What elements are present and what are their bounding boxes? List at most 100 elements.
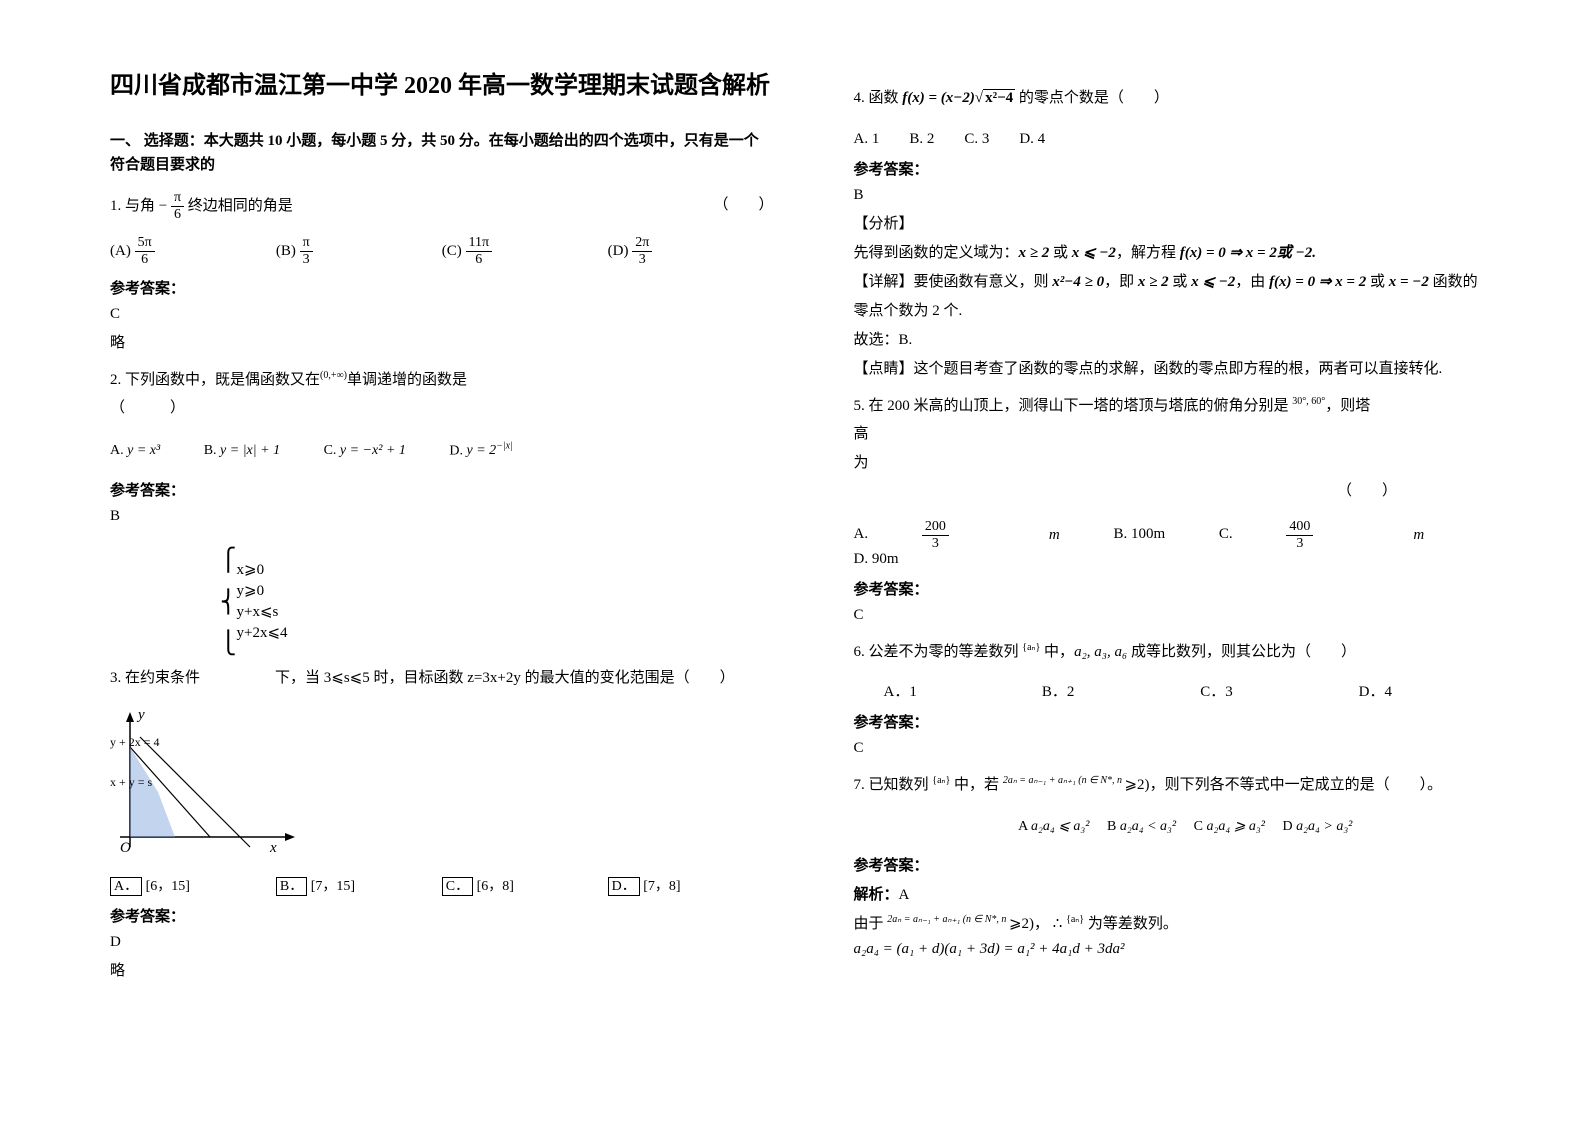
q4-fx: f(x) = (x−2) (902, 90, 975, 106)
q5-l2: 高 (854, 420, 1518, 449)
line1-label: y + 2x = 4 (110, 735, 160, 750)
q5-ans-label: 参考答案： (854, 578, 1518, 599)
question-2: 2. 下列函数中，既是偶函数又在(0,+∞)单调递增的函数是 （ ） (110, 366, 774, 423)
q3-stem: 3. 在约束条件 (110, 670, 200, 686)
q1-opt-c: (C) 11π6 (442, 236, 608, 267)
q2-ans-label: 参考答案： (110, 479, 774, 500)
q6-stem-post: 成等比数列，则其公比为（ ） (1127, 644, 1356, 660)
q7-rec: 2aₙ = aₙ₋₁ + aₙ₊₁ (n ∈ N*, n (1003, 775, 1125, 786)
q7-opt-a: A a₂a₄ ⩽ a₃² (1018, 819, 1089, 834)
q6-opt-d: D．4 (1359, 680, 1517, 701)
q7-options: A a₂a₄ ⩽ a₃² B a₂a₄ < a₃² C a₂a₄ ⩾ a₃² D… (854, 814, 1518, 841)
q3-opt-d: D． [7，8] (608, 875, 774, 895)
q1-options: (A) 5π6 (B) π3 (C) 11π6 (D) 2π3 (110, 236, 774, 267)
q2-opt-a: A. y = x³ (110, 438, 160, 465)
q1-opt-a: (A) 5π6 (110, 236, 276, 267)
q4-sqrt: x²−4 (983, 89, 1015, 106)
origin-label: O (120, 840, 131, 857)
q6-opt-a: A．1 (884, 680, 1042, 701)
q2-opt-b: B. y = |x| + 1 (204, 438, 280, 465)
q1-frac: π6 (171, 191, 184, 222)
q4-ans: B (854, 187, 1518, 204)
q2-interval: (0,+∞) (320, 370, 347, 381)
question-4: 4. 函数 f(x) = (x−2)√x²−4 的零点个数是（ ） (854, 84, 1518, 113)
q7-line1: 由于 2aₙ = aₙ₋₁ + aₙ₊₁ (n ∈ N*, n ⩾2)， ∴ {… (854, 912, 1518, 933)
q3-diagram: y y + 2x = 4 x + y = s O x (110, 707, 310, 867)
q6-ans-label: 参考答案： (854, 711, 1518, 732)
q3-opt-c: C． [6，8] (442, 875, 608, 895)
q5-stem-post: ，则塔 (1325, 398, 1370, 414)
q6-stem-pre: 6. 公差不为零的等差数列 (854, 644, 1023, 660)
q7-seq: {aₙ} (932, 775, 950, 786)
q4-analysis-label: 【分析】 (854, 212, 1518, 233)
q3-ans-label: 参考答案： (110, 905, 774, 926)
q3-options: A． [6，15] B． [7，15] C． [6，8] D． [7，8] (110, 875, 774, 895)
question-3: ⎧⎨⎩ x⩾0 y⩾0 y+x⩽s y+2x⩽4 3. 在约束条件 下，当 3⩽… (110, 539, 774, 693)
section-a-head: 一、 选择题：本大题共 10 小题，每小题 5 分，共 50 分。在每小题给出的… (110, 129, 774, 177)
q6-ans: C (854, 740, 1518, 757)
q6-seq: {aₙ} (1022, 642, 1040, 653)
q6-terms: a₂, a₃, a₆ (1074, 644, 1127, 660)
q7-stem-post: ，则下列各不等式中一定成立的是（ ）。 (1150, 777, 1443, 793)
q3-stem2: 下，当 3⩽s⩽5 时，目标函数 z=3x+2y 的最大值的变化范围是（ ） (275, 670, 735, 686)
q2-options: A. y = x³ B. y = |x| + 1 C. y = −x² + 1 … (110, 437, 774, 465)
q7-line2: a₂a₄ = (a₁ + d)(a₁ + 3d) = a₁² + 4a₁d + … (854, 941, 1518, 958)
q4-ans-label: 参考答案： (854, 158, 1518, 179)
axis-y: y (138, 707, 145, 724)
q5-opt-d: D. 90m (854, 551, 899, 568)
q4-stem-post: 的零点个数是（ ） (1015, 90, 1169, 106)
q7-ans-label: 参考答案： (854, 854, 1518, 875)
q4-line4: 故选：B. (854, 328, 1518, 349)
q5-options: A. 2003m B. 100m C. 4003m D. 90m (854, 520, 1518, 568)
q6-options: A．1 B．2 C．3 D．4 (854, 680, 1518, 701)
q7-stem-pre: 7. 已知数列 (854, 777, 933, 793)
q1-paren: （ ） (713, 191, 773, 220)
q2-stem2: 单调递增的函数是 (347, 372, 467, 388)
q6-opt-c: C．3 (1200, 680, 1358, 701)
q5-angles: 30°, 60° (1292, 396, 1325, 407)
doc-title: 四川省成都市温江第一中学 2020 年高一数学理期末试题含解析 (110, 70, 774, 104)
question-5: 5. 在 200 米高的山顶上，测得山下一塔的塔顶与塔底的俯角分别是 30°, … (854, 392, 1518, 506)
q4-line1: 先得到函数的定义域为：x ≥ 2 或 x ⩽ −2，解方程 f(x) = 0 ⇒… (854, 241, 1518, 262)
q1-stem-post: 终边相同的角是 (188, 198, 293, 214)
question-7: 7. 已知数列 {aₙ} 中，若 2aₙ = aₙ₋₁ + aₙ₊₁ (n ∈ … (854, 771, 1518, 800)
axis-x: x (270, 840, 277, 857)
q5-stem-pre: 5. 在 200 米高的山顶上，测得山下一塔的塔顶与塔底的俯角分别是 (854, 398, 1293, 414)
q4-stem-pre: 4. 函数 (854, 90, 903, 106)
question-6: 6. 公差不为零的等差数列 {aₙ} 中，a₂, a₃, a₆ 成等比数列，则其… (854, 638, 1518, 667)
question-1: 1. 与角 − π6 终边相同的角是 （ ） (110, 191, 774, 222)
q2-opt-d: D. y = 2−|x| (449, 437, 512, 465)
q5-paren: （ ） (854, 477, 1518, 506)
q4-line3: 零点个数为 2 个. (854, 299, 1518, 320)
q2-opt-c: C. y = −x² + 1 (324, 438, 406, 465)
q5-l3: 为 (854, 449, 1518, 478)
q7-opt-b: B a₂a₄ < a₃² (1093, 819, 1176, 834)
q2-stem: 2. 下列函数中，既是偶函数又在 (110, 372, 320, 388)
q3-opt-a: A． [6，15] (110, 875, 276, 895)
q4-opts: A. 1 B. 2 C. 3 D. 4 (854, 127, 1518, 148)
q2-paren: （ ） (110, 394, 774, 423)
q6-opt-b: B．2 (1042, 680, 1200, 701)
q3-system: x⩾0 y⩾0 y+x⩽s y+2x⩽4 (237, 560, 288, 644)
q1-note: 略 (110, 331, 774, 352)
right-column: 4. 函数 f(x) = (x−2)√x²−4 的零点个数是（ ） A. 1 B… (814, 70, 1538, 1092)
q1-opt-b: (B) π3 (276, 236, 442, 267)
q3-ans: D (110, 934, 774, 951)
line2-label: x + y = s (110, 775, 152, 790)
q1-stem-pre: 1. 与角 − (110, 198, 167, 214)
q2-ans: B (110, 508, 774, 525)
q5-ans: C (854, 607, 1518, 624)
q7-sol: 解析：A (854, 883, 1518, 904)
left-column: 四川省成都市温江第一中学 2020 年高一数学理期末试题含解析 一、 选择题：本… (90, 70, 814, 1092)
q3-opt-b: B． [7，15] (276, 875, 442, 895)
q3-note: 略 (110, 959, 774, 980)
q1-opt-d: (D) 2π3 (608, 236, 774, 267)
q1-ans: C (110, 306, 774, 323)
q7-stem-mid1: 中，若 (950, 777, 1003, 793)
q7-opt-c: C a₂a₄ ⩾ a₃² (1180, 819, 1265, 834)
q5-opt-b: B. 100m (1113, 526, 1165, 543)
q1-ans-label: 参考答案： (110, 277, 774, 298)
brace-icon: ⎧⎨⎩ (220, 539, 237, 664)
q5-opt-c: C. 4003m (1219, 520, 1424, 551)
q5-opt-a: A. 2003m (854, 520, 1060, 551)
